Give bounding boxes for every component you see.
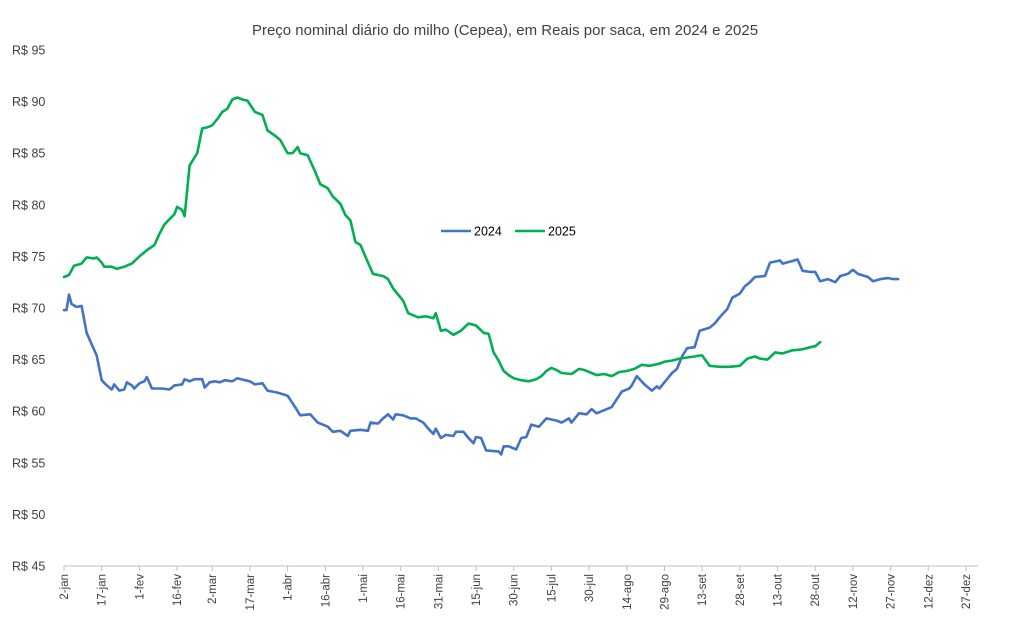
x-tick-label: 2-mar <box>207 574 219 604</box>
x-tick-label: 29-ago <box>659 574 671 610</box>
x-tick-label: 12-dez <box>923 574 935 609</box>
legend: 2024 2025 <box>441 225 576 239</box>
x-tick-label: 14-ago <box>622 574 634 610</box>
x-tick-label: 17-mar <box>245 574 257 611</box>
x-tick-label: 15-jun <box>471 574 483 606</box>
y-axis: R$ 45 R$ 50 R$ 55 R$ 60 R$ 65 R$ 70 R$ 75 R$ 80… <box>12 44 45 574</box>
x-tick-label: 30-jul <box>584 574 596 602</box>
x-tick-label: 1-abr <box>283 574 295 601</box>
y-tick-label: R$ 45 <box>12 560 45 574</box>
y-tick-label: R$ 90 <box>12 95 45 109</box>
y-tick-label: R$ 65 <box>12 353 45 367</box>
chart-title: Preço nominal diário do milho (Cepea), e… <box>252 22 758 39</box>
legend-label-2024: 2024 <box>474 225 502 239</box>
x-tick-label: 31-mai <box>433 574 445 609</box>
x-tick-label: 13-out <box>773 573 785 606</box>
x-tick-label: 16-abr <box>320 574 332 607</box>
y-tick-label: R$ 70 <box>12 302 45 316</box>
x-tick-label: 16-mai <box>396 574 408 609</box>
x-tick-label: 27-dez <box>961 574 973 609</box>
y-tick-label: R$ 75 <box>12 250 45 264</box>
x-tick-label: 1-fev <box>134 574 146 600</box>
x-tick-label: 12-nov <box>848 574 860 609</box>
y-tick-label: R$ 55 <box>12 456 45 470</box>
x-tick-label: 2-jan <box>59 574 71 600</box>
series-line-2025 <box>62 96 822 383</box>
x-tick-label: 1-mai <box>358 574 370 603</box>
series-layer <box>62 96 900 456</box>
y-tick-label: R$ 85 <box>12 147 45 161</box>
x-tick-label: 15-jul <box>546 574 558 602</box>
x-tick-label: 27-nov <box>886 574 898 609</box>
legend-label-2025: 2025 <box>548 225 576 239</box>
series-line-2024 <box>62 258 900 456</box>
y-tick-label: R$ 95 <box>12 44 45 58</box>
x-tick-label: 13-set <box>697 573 709 606</box>
x-tick-label: 16-fev <box>172 574 184 606</box>
x-tick-label: 17-jan <box>97 574 109 606</box>
y-tick-label: R$ 80 <box>12 198 45 212</box>
x-tick-label: 28-out <box>810 573 822 606</box>
y-tick-label: R$ 50 <box>12 508 45 522</box>
x-tick-label: 28-set <box>735 573 747 606</box>
x-tick-label: 30-jun <box>509 574 521 606</box>
x-axis: 2-jan 17-jan 1-fev 16-fev 2-mar 17-mar 1-abr 16… <box>59 565 978 611</box>
y-tick-label: R$ 60 <box>12 405 45 419</box>
